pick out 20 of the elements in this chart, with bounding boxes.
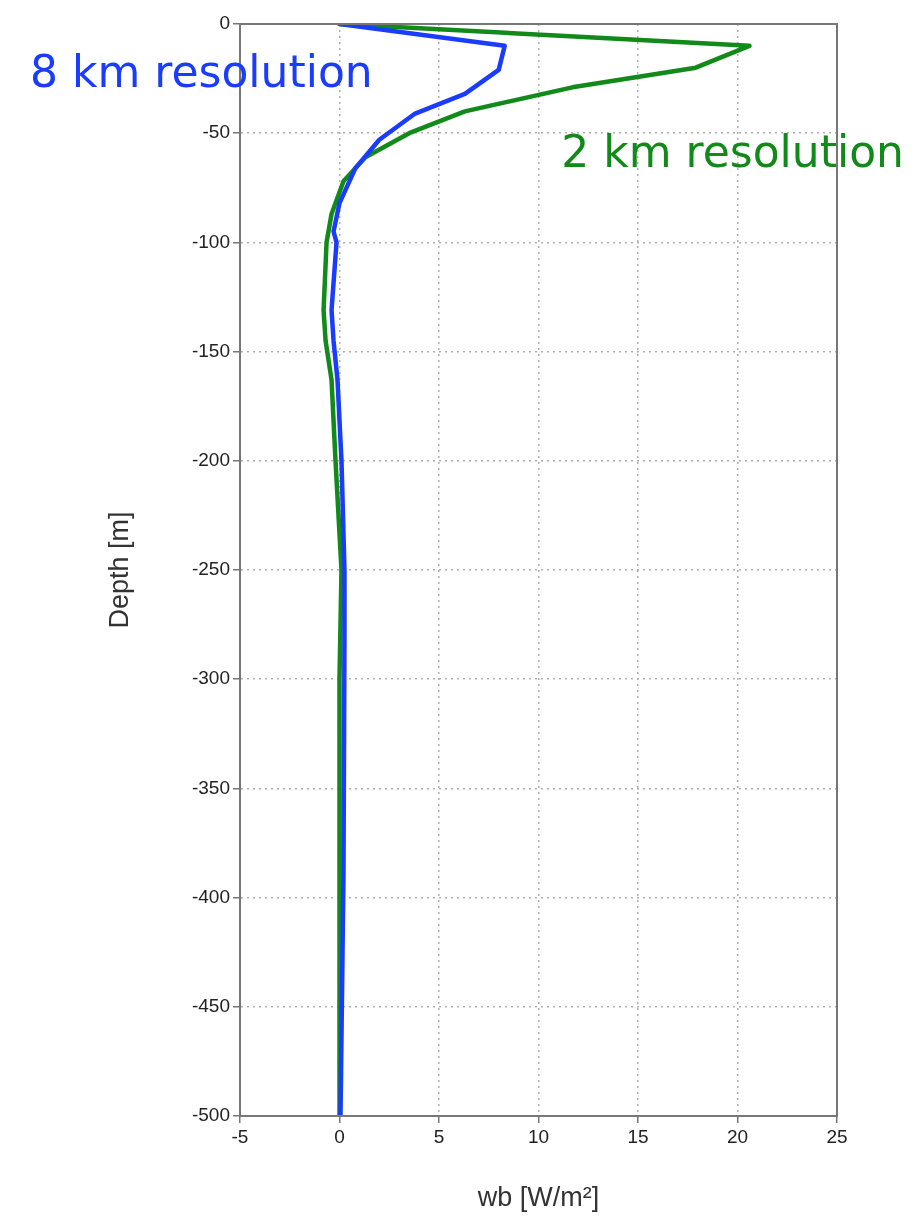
x-axis-title: wb [W/m²] <box>476 1182 600 1213</box>
x-tick-label: -5 <box>231 1125 249 1147</box>
y-tick-label: 0 <box>219 12 230 34</box>
y-tick-label: -250 <box>191 558 230 580</box>
x-tick-label: 0 <box>334 1125 345 1147</box>
y-tick-label: -50 <box>202 121 230 143</box>
y-tick-label: -350 <box>191 776 230 798</box>
x-tick-label: 5 <box>433 1125 445 1147</box>
x-tick-label: 25 <box>826 1125 848 1147</box>
y-tick-label: -150 <box>191 339 230 361</box>
y-axis-title: Depth [m] <box>103 511 134 629</box>
x-tick-label: 10 <box>527 1125 550 1147</box>
x-tick-label: 15 <box>627 1125 649 1147</box>
y-tick-label: -500 <box>191 1104 230 1126</box>
y-tick-label: -300 <box>191 667 230 689</box>
x-tick-label: 20 <box>726 1125 749 1147</box>
y-tick-label: -450 <box>191 995 230 1017</box>
y-tick-label: -100 <box>191 230 230 252</box>
y-tick-label: -400 <box>191 885 230 907</box>
y-tick-label: -200 <box>191 449 230 471</box>
